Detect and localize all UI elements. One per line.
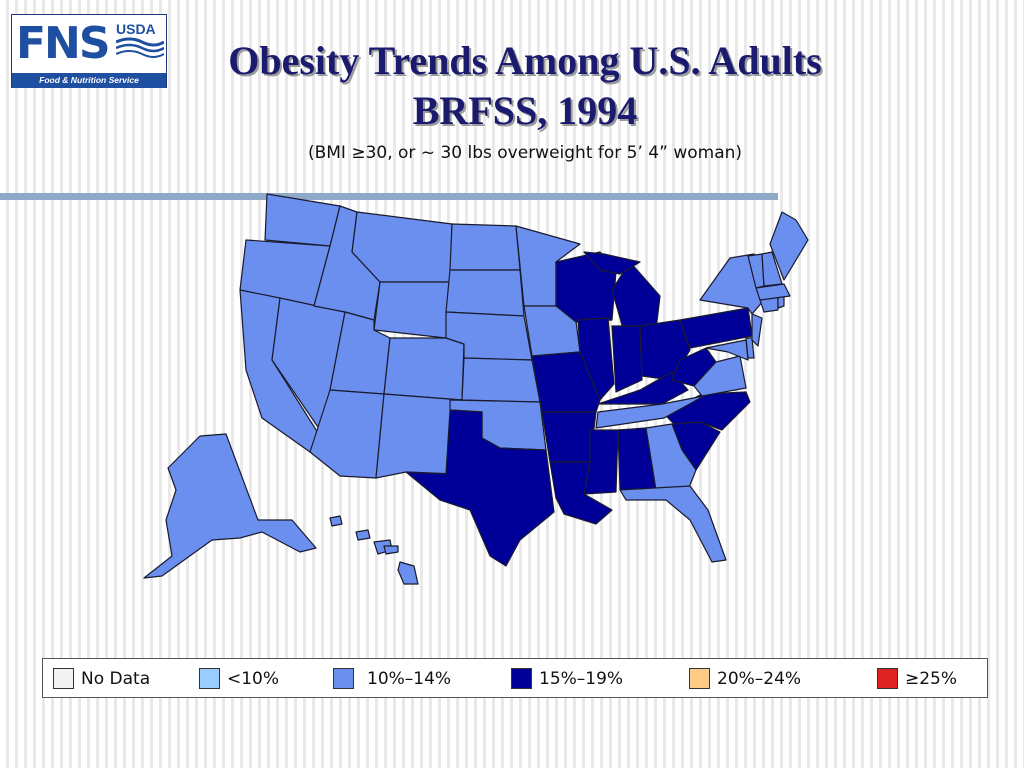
title-line-1: Obesity Trends Among U.S. Adults [228, 38, 822, 83]
page-subtitle: (BMI ≥30, or ~ 30 lbs overweight for 5’ … [307, 143, 743, 163]
state-colorado [383, 337, 465, 401]
state-hawaii-big-island [397, 561, 419, 585]
state-virginia [693, 355, 747, 397]
legend-swatch [877, 668, 898, 689]
state-florida [619, 485, 727, 563]
usda-logo-mark: USDA [116, 20, 164, 58]
state-new-jersey [751, 313, 763, 347]
legend-label: 15%–19% [539, 669, 624, 689]
legend-label: No Data [81, 669, 151, 689]
page-title: Obesity Trends Among U.S. Adults BRFSS, … [160, 36, 890, 136]
header-divider [0, 193, 778, 200]
title-line-2: BRFSS, 1994 [412, 88, 638, 133]
legend-label: 10%–14% [367, 669, 452, 689]
state-indiana [611, 325, 643, 393]
state-kansas [461, 357, 541, 403]
state-arkansas [541, 411, 597, 463]
state-delaware [745, 337, 755, 359]
state-illinois [577, 317, 615, 401]
logo-fns-text: FNS [16, 18, 111, 69]
state-michigan-upper [583, 251, 641, 275]
state-alaska [143, 433, 317, 579]
state-maine [769, 211, 809, 281]
legend-label: ≥25% [905, 669, 958, 689]
state-arizona [309, 389, 385, 479]
logo-usda-text: USDA [116, 21, 156, 37]
legend-swatch [511, 668, 532, 689]
legend-swatch [53, 668, 74, 689]
state-washington [264, 193, 341, 247]
state-hawaii-oahu [355, 529, 371, 541]
legend-swatch [199, 668, 220, 689]
state-north-dakota [449, 223, 521, 271]
state-missouri [531, 351, 601, 413]
state-hawaii-molokai [383, 545, 399, 555]
state-tennessee [595, 395, 705, 429]
state-south-dakota [445, 269, 525, 317]
map-legend: No Data <10% 10%–14% 15%–19% 20%–24% ≥25… [42, 658, 988, 698]
state-hawaii-kauai [329, 515, 343, 527]
state-wyoming [373, 281, 451, 339]
fns-usda-logo: FNS USDA Food & Nutrition Service [11, 14, 167, 88]
legend-swatch [689, 668, 710, 689]
state-mississippi [583, 429, 619, 495]
state-new-hampshire [761, 251, 783, 287]
legend-label: 20%–24% [717, 669, 802, 689]
logo-band-text: Food & Nutrition Service [12, 73, 166, 88]
state-texas [405, 409, 555, 567]
legend-label: <10% [227, 669, 280, 689]
state-maryland [705, 339, 749, 361]
legend-swatch [333, 668, 354, 689]
usda-swoosh-icon [116, 37, 164, 58]
